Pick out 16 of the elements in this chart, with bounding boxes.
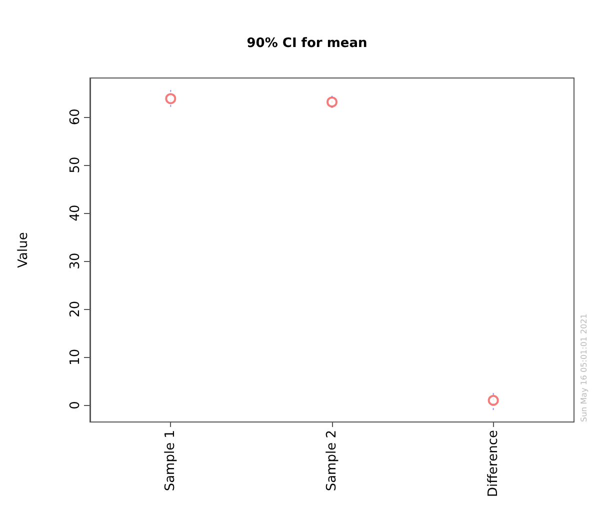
text: Sun May 16 05:01:01 2021 xyxy=(580,314,588,422)
point xyxy=(488,394,499,406)
x-tick-label: Difference xyxy=(486,430,501,498)
y-tick-label: 50 xyxy=(68,156,83,174)
y-tick-label: 0 xyxy=(68,401,83,410)
y-tick-label: 30 xyxy=(68,252,83,270)
y-tick-label: 60 xyxy=(68,108,83,126)
y-axis-title: Value xyxy=(16,232,31,268)
x-tick-label: Sample 1 xyxy=(163,430,178,492)
y-tick-label: 10 xyxy=(68,348,83,366)
chart-title: 90% CI for mean xyxy=(246,36,368,51)
y-tick-label: 40 xyxy=(68,204,83,222)
point xyxy=(165,93,176,104)
x-tick-label: Sample 2 xyxy=(324,430,340,492)
y-tick-label: 20 xyxy=(68,300,83,318)
point xyxy=(326,96,338,108)
